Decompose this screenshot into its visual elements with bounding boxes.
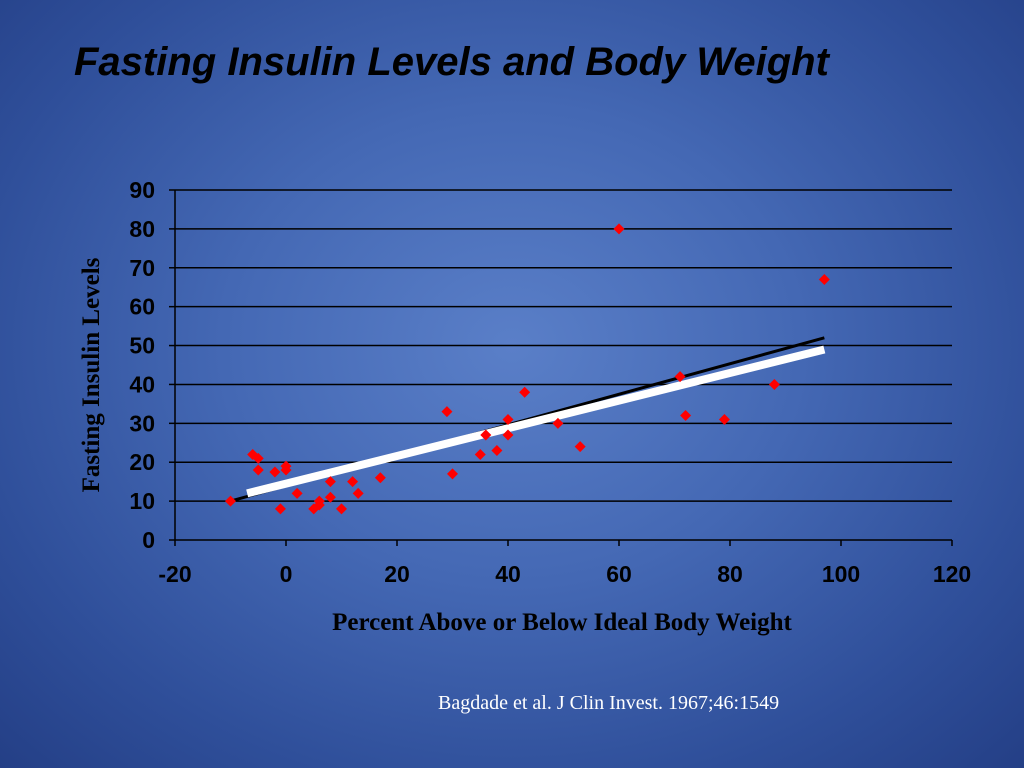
data-point xyxy=(552,417,564,429)
y-tick-label-0: 0 xyxy=(142,527,155,553)
y-tick-label-90: 90 xyxy=(129,177,155,203)
data-point xyxy=(480,429,492,441)
data-point xyxy=(274,503,286,515)
x-tick-label-80: 80 xyxy=(717,561,743,587)
data-point xyxy=(491,445,503,457)
data-point xyxy=(502,429,514,441)
data-point xyxy=(280,460,292,472)
data-point xyxy=(574,441,586,453)
data-point xyxy=(313,495,325,507)
data-point xyxy=(269,466,281,478)
x-tick-label-40: 40 xyxy=(495,561,521,587)
data-point xyxy=(291,487,303,499)
data-point xyxy=(768,378,780,390)
data-point xyxy=(252,464,264,476)
data-point xyxy=(225,495,236,507)
data-point xyxy=(252,452,264,464)
data-point xyxy=(441,406,453,418)
x-tick-label-100: 100 xyxy=(822,561,860,587)
slide-title: Fasting Insulin Levels and Body Weight xyxy=(74,40,829,84)
y-axis-title: Fasting Insulin Levels xyxy=(78,257,105,492)
x-tick-label-20: 20 xyxy=(384,561,410,587)
data-point xyxy=(519,386,531,398)
y-tick-label-20: 20 xyxy=(129,449,155,475)
x-tick-label--20: -20 xyxy=(158,561,191,587)
data-point xyxy=(718,413,730,425)
x-tick-label-0: 0 xyxy=(280,561,293,587)
data-point xyxy=(324,491,336,503)
data-point xyxy=(447,468,458,480)
data-point xyxy=(347,476,359,488)
y-tick-label-30: 30 xyxy=(129,410,155,436)
trendlines xyxy=(230,336,826,503)
data-point xyxy=(374,472,386,484)
y-tick-label-70: 70 xyxy=(129,255,155,281)
x-axis-title: Percent Above or Below Ideal Body Weight xyxy=(332,609,792,636)
data-point xyxy=(680,410,692,422)
y-tick-labels: 0 10 20 30 40 50 60 70 80 90 xyxy=(129,177,155,553)
data-points xyxy=(225,223,830,515)
data-point xyxy=(352,487,364,499)
y-tick-label-80: 80 xyxy=(129,216,155,242)
x-tick-label-120: 120 xyxy=(933,561,971,587)
citation: Bagdade et al. J Clin Invest. 1967;46:15… xyxy=(438,692,780,714)
trendline-white xyxy=(246,345,826,498)
data-point xyxy=(474,448,486,460)
x-tick-label-60: 60 xyxy=(606,561,632,587)
data-point xyxy=(247,448,259,460)
axes xyxy=(169,189,953,546)
y-tick-label-60: 60 xyxy=(129,294,155,320)
data-point xyxy=(613,223,625,235)
data-point xyxy=(818,273,830,285)
data-point xyxy=(502,413,514,425)
data-point xyxy=(324,476,336,488)
data-point xyxy=(674,371,686,383)
y-tick-label-50: 50 xyxy=(129,333,155,359)
gridlines xyxy=(175,189,952,502)
y-tick-label-40: 40 xyxy=(129,371,155,397)
data-point xyxy=(336,503,347,515)
x-tick-labels: -20 0 20 40 60 80 100 120 xyxy=(158,561,971,587)
y-tick-label-10: 10 xyxy=(129,488,155,514)
